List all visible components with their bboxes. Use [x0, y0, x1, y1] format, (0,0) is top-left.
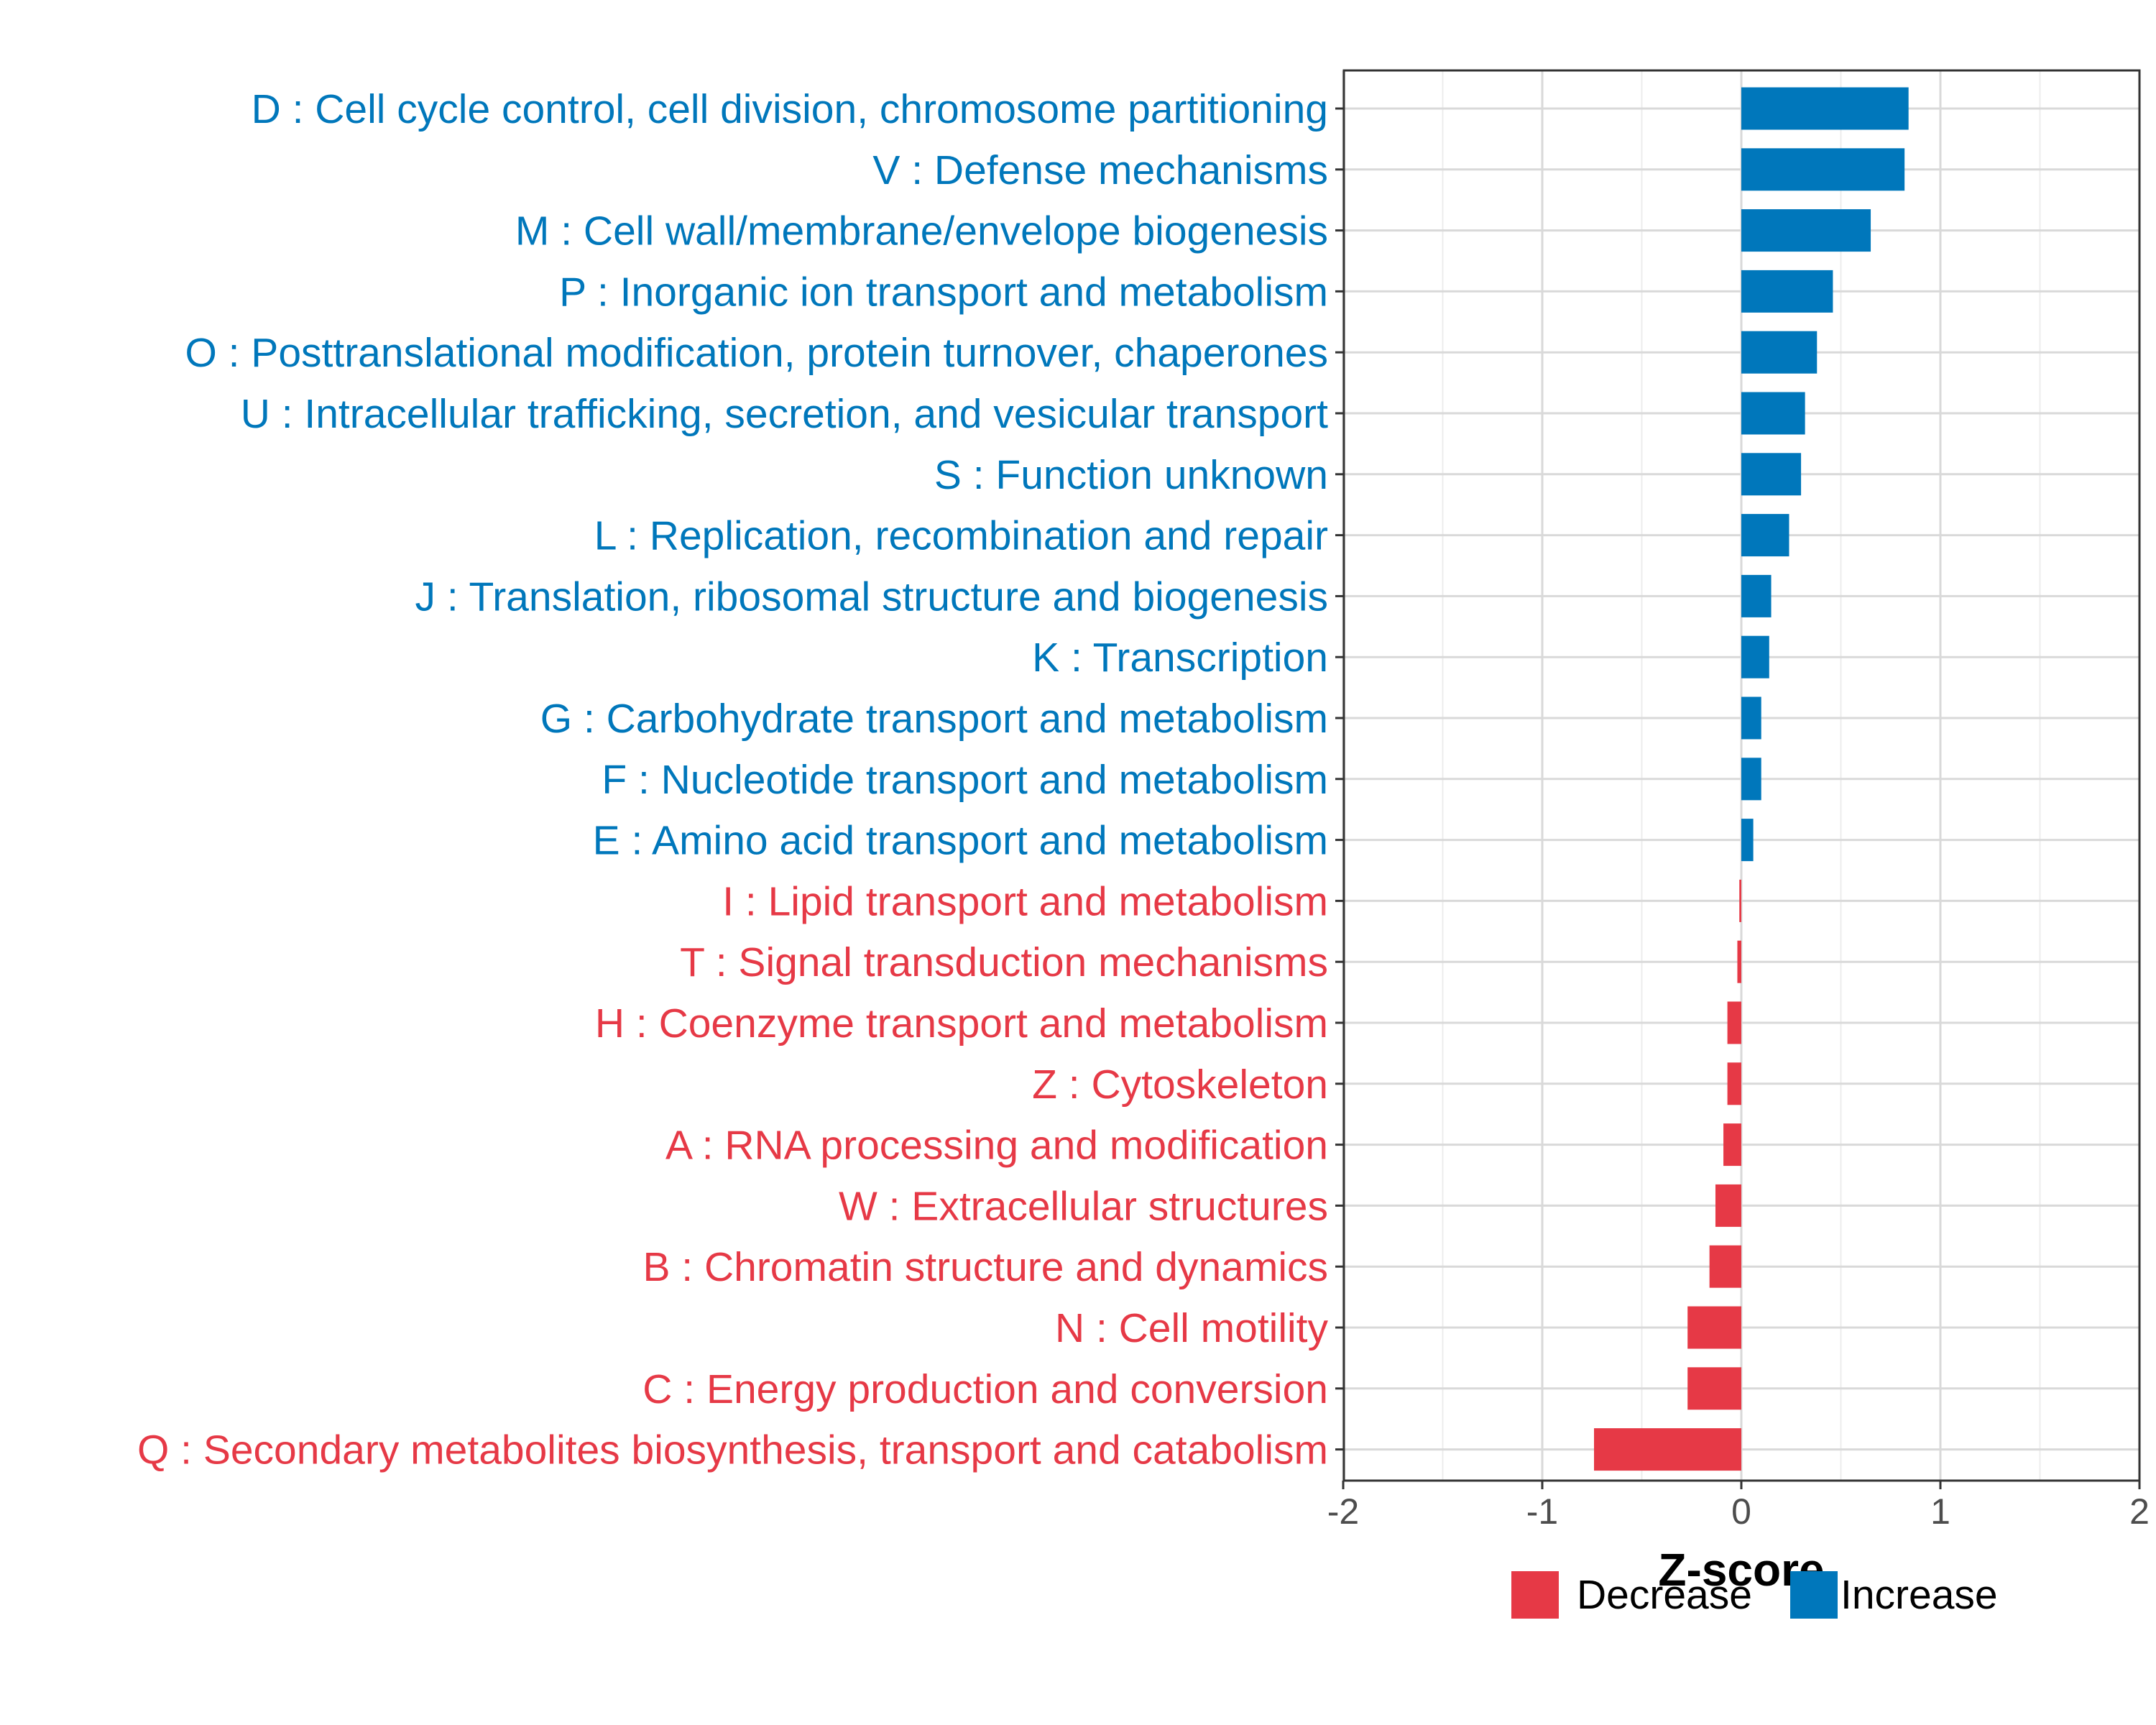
category-label-c: C : Energy production and conversion: [642, 1366, 1328, 1412]
bar-h: [1727, 1001, 1741, 1044]
x-tick-label-3: 1: [1930, 1491, 1950, 1532]
category-label-d: D : Cell cycle control, cell division, c…: [252, 86, 1328, 132]
bar-u: [1741, 392, 1805, 435]
bar-a: [1723, 1123, 1741, 1167]
legend-label-increase: Increase: [1841, 1572, 1998, 1618]
x-tick-label-0: -2: [1327, 1491, 1359, 1532]
bar-i: [1739, 879, 1741, 922]
bar-b: [1709, 1245, 1741, 1288]
bar-k: [1741, 635, 1769, 678]
category-label-t: T : Signal transduction mechanisms: [680, 939, 1328, 985]
x-axis-ticks: -2 -1 0 1 2: [1327, 1481, 2150, 1532]
category-label-w: W : Extracellular structures: [839, 1183, 1328, 1229]
x-tick-label-2: 0: [1731, 1491, 1751, 1532]
category-label-s: S : Function unknown: [934, 452, 1328, 498]
bar-c: [1687, 1367, 1741, 1410]
bar-s: [1741, 453, 1802, 496]
category-label-m: M : Cell wall/membrane/envelope biogenes…: [515, 208, 1328, 254]
category-label-i: I : Lipid transport and metabolism: [722, 878, 1328, 924]
category-label-a: A : RNA processing and modification: [665, 1123, 1328, 1169]
bar-f: [1741, 758, 1761, 801]
x-tick-label-1: -1: [1526, 1491, 1558, 1532]
bar-t: [1737, 940, 1741, 983]
bar-j: [1741, 574, 1772, 617]
bar-o: [1741, 331, 1818, 374]
category-label-l: L : Replication, recombination and repai…: [594, 513, 1328, 559]
category-label-b: B : Chromatin structure and dynamics: [642, 1244, 1328, 1290]
category-label-e: E : Amino acid transport and metabolism: [593, 818, 1328, 864]
bar-v: [1741, 148, 1905, 191]
legend-swatch-decrease: [1511, 1571, 1559, 1619]
bar-l: [1741, 514, 1789, 557]
legend-swatch-increase: [1790, 1571, 1838, 1619]
category-label-p: P : Inorganic ion transport and metaboli…: [559, 269, 1328, 315]
bar-z: [1727, 1062, 1741, 1105]
category-label-n: N : Cell motility: [1055, 1305, 1329, 1351]
y-axis-ticks: [1335, 107, 1344, 1451]
category-label-j: J : Translation, ribosomal structure and…: [415, 574, 1328, 620]
category-label-u: U : Intracellular trafficking, secretion…: [241, 391, 1328, 437]
category-label-g: G : Carbohydrate transport and metabolis…: [540, 696, 1328, 742]
bar-p: [1741, 270, 1833, 313]
bars: [1594, 87, 1909, 1471]
bar-n: [1687, 1306, 1741, 1349]
category-label-q: Q : Secondary metabolites biosynthesis, …: [137, 1427, 1328, 1473]
category-label-o: O : Posttranslational modification, prot…: [185, 330, 1328, 376]
category-label-h: H : Coenzyme transport and metabolism: [595, 1000, 1328, 1046]
category-label-k: K : Transcription: [1032, 635, 1328, 681]
bar-w: [1715, 1184, 1741, 1227]
bar-m: [1741, 209, 1871, 252]
x-tick-label-4: 2: [2129, 1491, 2150, 1532]
legend: Decrease Increase: [1511, 1571, 1998, 1619]
bar-q: [1594, 1428, 1741, 1471]
bar-e: [1741, 819, 1754, 862]
bar-d: [1741, 87, 1909, 130]
legend-label-decrease: Decrease: [1577, 1572, 1752, 1618]
category-label-f: F : Nucleotide transport and metabolism: [602, 757, 1328, 803]
bar-g: [1741, 696, 1761, 740]
category-label-z: Z : Cytoskeleton: [1032, 1062, 1328, 1108]
category-label-v: V : Defense mechanisms: [872, 147, 1328, 193]
category-labels: D : Cell cycle control, cell division, c…: [137, 86, 1329, 1473]
